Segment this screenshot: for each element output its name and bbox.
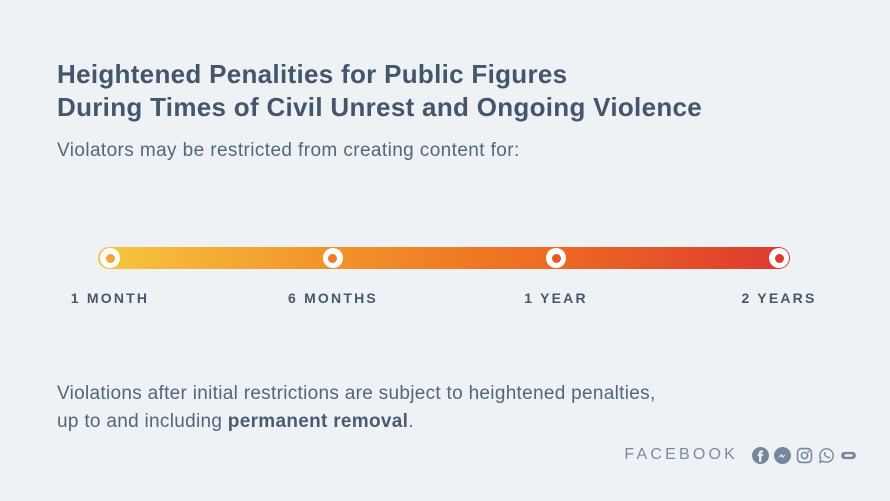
page-title-line2: During Times of Civil Unrest and Ongoing… <box>57 92 703 122</box>
facebook-icon <box>752 446 769 464</box>
footnote-line2-prefix: up to and including <box>57 411 228 432</box>
timeline-marker-dot <box>105 253 115 263</box>
whatsapp-icon <box>818 447 835 464</box>
oculus-icon <box>840 447 857 464</box>
timeline-marker-dot <box>774 253 784 263</box>
footnote-line2-suffix: . <box>408 411 414 432</box>
footnote-line2: up to and including permanent removal. <box>57 408 817 436</box>
footer-branding: FACEBOOK <box>624 446 857 464</box>
timeline-marker-dot <box>551 253 561 263</box>
timeline-marker-1-month <box>100 248 120 268</box>
footnote-line2-bold: permanent removal <box>227 411 409 432</box>
page-title: Heightened Penalities for Public Figures… <box>57 58 702 124</box>
messenger-icon <box>774 446 791 464</box>
facebook-wordmark: FACEBOOK <box>624 446 738 463</box>
subtitle: Violators may be restricted from creatin… <box>57 140 520 161</box>
timeline-label-2-years: 2 YEARS <box>741 290 817 306</box>
timeline-marker-2-years <box>769 248 789 268</box>
timeline-gradient-bar <box>98 247 790 269</box>
timeline-marker-dot <box>328 253 338 263</box>
timeline-label-1-year: 1 YEAR <box>524 290 588 306</box>
timeline-label-1-month: 1 MONTH <box>70 290 150 306</box>
timeline-marker-1-year <box>546 248 567 268</box>
page-title-line1: Heightened Penalities for Public Figures <box>57 59 568 89</box>
instagram-icon <box>796 447 813 464</box>
timeline-marker-6-months <box>322 248 343 268</box>
timeline-label-6-months: 6 MONTHS <box>287 290 378 306</box>
footnote-line1: Violations after initial restrictions ar… <box>57 383 656 404</box>
footnote: Violations after initial restrictions ar… <box>57 380 817 436</box>
